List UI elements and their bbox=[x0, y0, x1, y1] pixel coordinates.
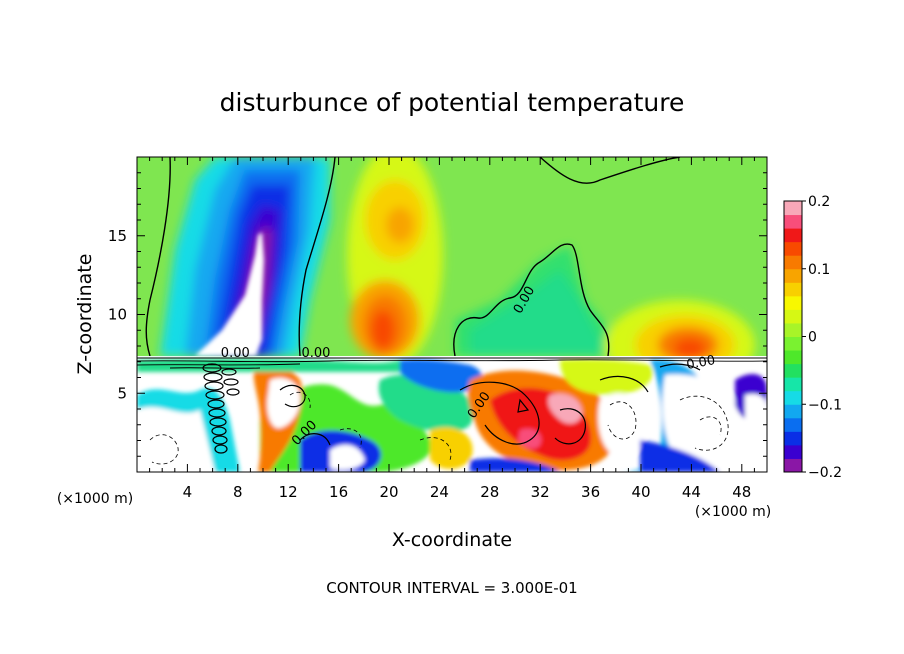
y-axis-label: Z-coordinate bbox=[74, 254, 96, 375]
colorbar-swatch bbox=[784, 458, 802, 473]
colorbar-swatch bbox=[784, 255, 802, 270]
colorbar-tick-label: −0.1 bbox=[808, 397, 842, 413]
colorbar-tick-label: 0.2 bbox=[808, 194, 830, 210]
colorbar-swatch bbox=[784, 363, 802, 378]
chart-title: disturbunce of potential temperature bbox=[220, 88, 685, 117]
x-tick-label: 32 bbox=[531, 483, 550, 501]
y-tick-label: 5 bbox=[117, 384, 127, 402]
lower-field bbox=[137, 356, 767, 472]
colorbar: 0.2 0.1 0 −0.1 −0.2 bbox=[783, 194, 842, 481]
contour-label: 0.00 bbox=[301, 346, 330, 361]
x-tick-label: 36 bbox=[581, 483, 600, 501]
x-tick-label: 4 bbox=[183, 483, 193, 501]
x-axis: 4 8 12 16 20 24 28 32 36 40 44 48 bbox=[149, 157, 755, 501]
colorbar-swatch bbox=[784, 444, 802, 459]
x-tick-label: 44 bbox=[682, 483, 701, 501]
contour-label: 0.00 bbox=[685, 353, 716, 373]
x-tick-label: 20 bbox=[379, 483, 398, 501]
colorbar-swatch bbox=[784, 417, 802, 432]
y-tick-label: 15 bbox=[108, 227, 127, 245]
colorbar-tick-label: 0 bbox=[808, 330, 817, 346]
colorbar-swatch bbox=[784, 431, 802, 446]
colorbar-swatch bbox=[784, 268, 802, 283]
plot-area: 0.000.000.00 0.000.000.00 bbox=[136, 156, 768, 473]
x-tick-label: 48 bbox=[732, 483, 751, 501]
colorbar-swatch bbox=[784, 228, 802, 243]
colorbar-tick-label: −0.2 bbox=[808, 465, 842, 481]
x-tick-label: 8 bbox=[233, 483, 243, 501]
colorbar-swatch bbox=[784, 201, 802, 216]
colorbar-swatch bbox=[784, 282, 802, 297]
colorbar-swatch bbox=[784, 377, 802, 392]
colorbar-swatch bbox=[784, 214, 802, 229]
contour-interval-note: CONTOUR INTERVAL = 3.000E-01 bbox=[326, 579, 577, 597]
y-tick-label: 10 bbox=[108, 306, 127, 324]
colorbar-swatch bbox=[784, 390, 802, 405]
x-tick-label: 40 bbox=[631, 483, 650, 501]
colorbar-swatch bbox=[784, 309, 802, 324]
contour-labels: 0.000.000.00 0.000.000.00 bbox=[221, 284, 717, 449]
colorbar-swatch bbox=[784, 350, 802, 365]
x-unit-note-right: (×1000 m) bbox=[695, 504, 771, 520]
colorbar-swatch bbox=[784, 322, 802, 337]
x-axis-label: X-coordinate bbox=[392, 529, 512, 551]
x-tick-label: 24 bbox=[430, 483, 449, 501]
x-tick-label: 12 bbox=[279, 483, 298, 501]
colorbar-swatch bbox=[784, 241, 802, 256]
colorbar-tick-label: 0.1 bbox=[808, 262, 830, 278]
x-tick-label: 16 bbox=[329, 483, 348, 501]
colorbar-swatch bbox=[784, 404, 802, 419]
y-axis: 5 10 15 bbox=[108, 172, 767, 457]
upper-field bbox=[137, 157, 767, 356]
colorbar-swatch bbox=[784, 336, 802, 351]
x-unit-note-left: (×1000 m) bbox=[57, 491, 133, 507]
contour-label: 0.00 bbox=[221, 346, 250, 361]
colorbar-swatch bbox=[784, 295, 802, 310]
x-tick-label: 28 bbox=[480, 483, 499, 501]
